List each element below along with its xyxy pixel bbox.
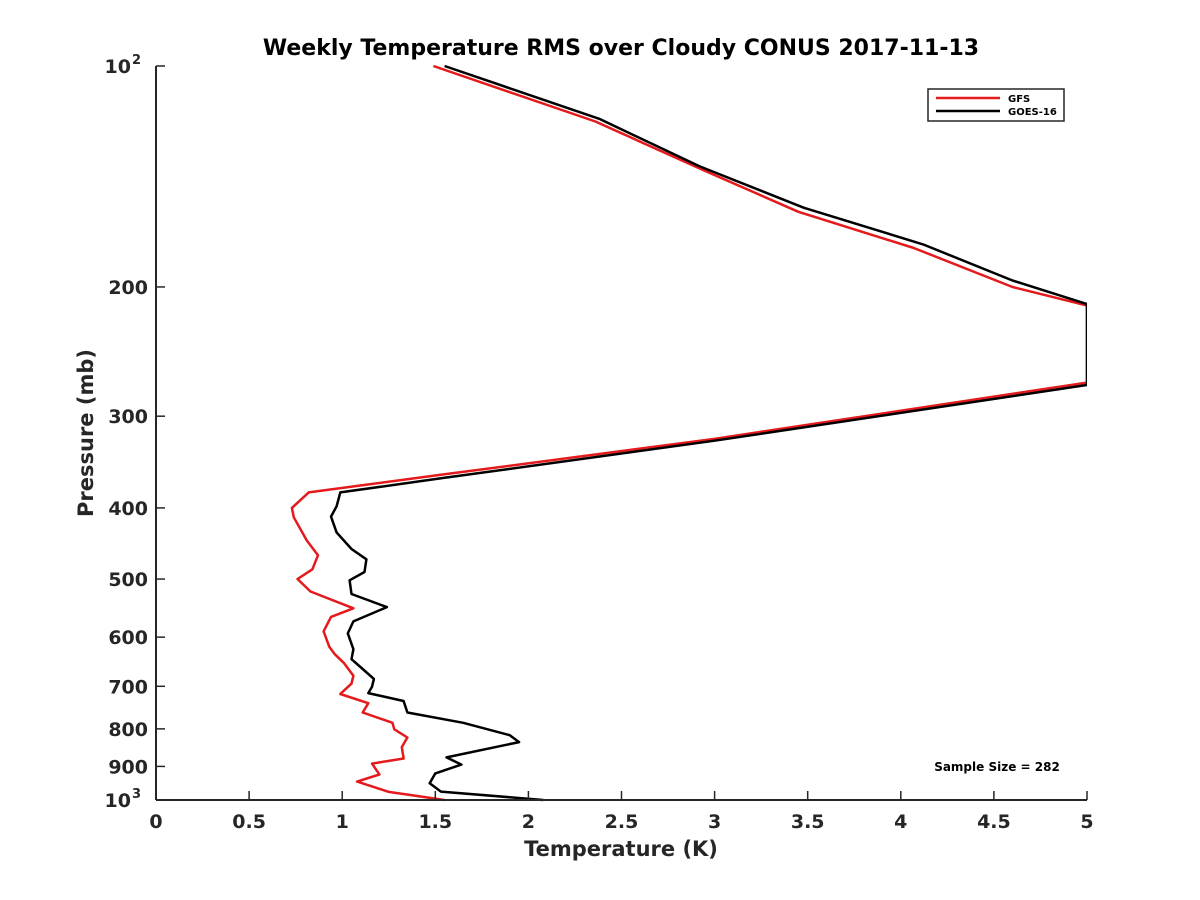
x-tick-label: 3 [708, 811, 721, 833]
series-line-gfs [290, 64, 1087, 802]
chart-title: Weekly Temperature RMS over Cloudy CONUS… [263, 36, 979, 61]
y-tick-label: 600 [108, 627, 148, 649]
x-axis-label: Temperature (K) [524, 837, 718, 861]
legend-box [927, 88, 1065, 122]
y-tick-label: 10 [105, 56, 131, 78]
x-tick-label: 0 [149, 811, 162, 833]
x-tick-label: 3.5 [791, 811, 825, 833]
y-axis-label: Pressure (mb) [74, 349, 98, 517]
y-tick-label: 900 [108, 756, 148, 778]
y-tick-label: 300 [108, 406, 148, 428]
x-tick-label: 1 [336, 811, 349, 833]
series-line-goes16 [329, 64, 1087, 802]
y-tick-exponent: 2 [132, 53, 141, 68]
y-tick-exponent: 3 [132, 787, 141, 802]
series-layer [290, 64, 1087, 802]
legend: GFS GOES-16 [927, 88, 1065, 122]
y-tick-label: 500 [108, 569, 148, 591]
x-tick-label: 1.5 [418, 811, 452, 833]
sample-size-annotation: Sample Size = 282 [934, 760, 1060, 774]
y-tick-label: 200 [108, 277, 148, 299]
x-tick-label: 4.5 [977, 811, 1011, 833]
x-tick-group: 0 0.5 1 1.5 2 2.5 3 3.5 4 4.5 5 [149, 791, 1094, 833]
y-tick-label: 400 [108, 498, 148, 520]
x-tick-label: 0.5 [232, 811, 266, 833]
x-tick-label: 2 [522, 811, 535, 833]
x-tick-label: 2.5 [605, 811, 639, 833]
y-tick-label: 700 [108, 676, 148, 698]
x-tick-label: 5 [1080, 811, 1093, 833]
legend-label-goes16: GOES-16 [1008, 107, 1057, 118]
plot-axes [155, 66, 1087, 801]
x-tick-label: 4 [894, 811, 907, 833]
y-tick-label: 10 [105, 790, 131, 812]
y-tick-label: 800 [108, 719, 148, 741]
legend-label-gfs: GFS [1008, 94, 1030, 105]
